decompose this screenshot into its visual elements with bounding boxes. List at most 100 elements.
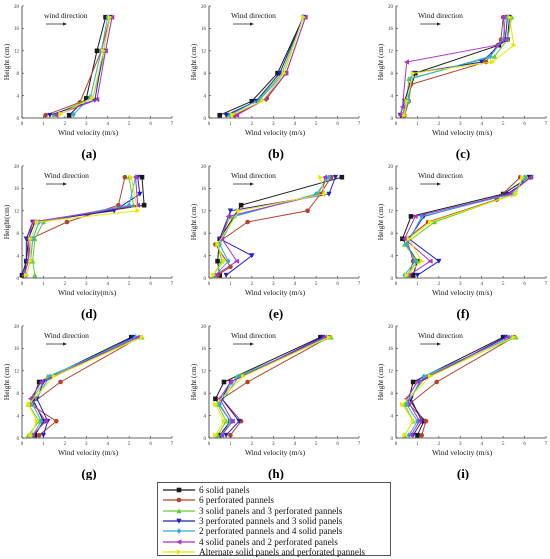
data-point [111, 208, 117, 214]
y-tick-label: 12 [201, 50, 207, 55]
series-line [234, 17, 306, 116]
y-tick-label: 20 [388, 165, 394, 170]
series-line [219, 336, 325, 436]
data-point [414, 379, 420, 385]
data-point [234, 112, 240, 118]
data-point [410, 418, 416, 424]
data-point [229, 418, 235, 424]
data-point [240, 373, 246, 379]
legend-marker [176, 498, 182, 503]
data-point [122, 174, 128, 180]
legend-swatch [163, 508, 195, 514]
data-point [322, 174, 328, 180]
x-tick-label: 1 [416, 442, 419, 447]
legend-label: 3 perforated pannels and 3 solid panels [199, 516, 343, 527]
data-point [520, 174, 526, 180]
data-point [219, 432, 225, 438]
y-tick-label: 16 [201, 347, 207, 352]
data-point [408, 214, 414, 219]
x-tick-label: 1 [42, 282, 45, 287]
series-line [404, 17, 515, 116]
data-point [58, 111, 64, 117]
y-axis-label: Height (cm) [189, 363, 198, 400]
y-tick-label: 8 [391, 392, 394, 397]
data-point [116, 202, 121, 208]
data-point [215, 258, 220, 264]
y-tick-label: 0 [391, 277, 394, 282]
y-tick-label: 4 [391, 414, 394, 419]
data-point [34, 396, 40, 402]
x-tick-label: 2 [64, 122, 67, 127]
data-point [53, 418, 59, 424]
x-axis-label: Wind velocity (m/s) [432, 448, 493, 457]
x-tick-label: 6 [523, 442, 526, 447]
series-line [219, 16, 304, 116]
x-tick-label: 5 [128, 282, 131, 287]
data-point [94, 96, 100, 103]
series-line [408, 176, 532, 276]
y-axis-label: Height (cm) [2, 363, 11, 400]
x-axis-label: Wind velocity (m/s) [58, 128, 119, 137]
series-line [36, 336, 134, 436]
y-tick-label: 8 [391, 72, 394, 77]
data-point [221, 418, 227, 424]
data-point [494, 42, 500, 48]
legend-marker [176, 487, 182, 493]
series-line [25, 177, 137, 276]
data-point [126, 202, 132, 209]
data-point [34, 418, 40, 424]
data-point [423, 418, 429, 424]
x-tick-label: 7 [358, 282, 361, 287]
x-tick-label: 7 [545, 122, 548, 127]
data-point [434, 379, 440, 385]
data-point [135, 202, 141, 208]
data-point [332, 174, 339, 180]
series-line [45, 17, 111, 116]
y-tick-label: 0 [391, 117, 394, 122]
data-point [415, 432, 420, 438]
x-tick-label: 1 [42, 122, 45, 127]
x-tick-label: 1 [416, 282, 419, 287]
x-tick-label: 3 [459, 122, 462, 127]
data-point [427, 373, 433, 379]
x-tick-label: 1 [229, 282, 232, 287]
y-tick-label: 8 [204, 232, 207, 237]
series-line [399, 17, 506, 116]
data-point [28, 432, 34, 438]
y-tick-label: 12 [14, 370, 20, 375]
data-point [245, 379, 250, 385]
x-tick-label: 6 [523, 122, 526, 127]
data-point [414, 272, 421, 278]
y-tick-label: 4 [17, 94, 20, 99]
legend-marker [176, 549, 182, 555]
data-point [399, 104, 405, 110]
y-tick-label: 12 [388, 210, 394, 215]
x-tick-label: 1 [416, 122, 419, 127]
data-point [236, 418, 242, 424]
x-tick-label: 0 [21, 122, 24, 127]
data-point [223, 272, 229, 278]
y-tick-label: 12 [14, 210, 20, 215]
y-tick-label: 20 [14, 325, 20, 330]
data-point [42, 418, 48, 424]
y-tick-label: 4 [17, 254, 20, 259]
y-tick-label: 16 [14, 347, 20, 352]
data-point [130, 202, 137, 208]
y-tick-label: 8 [17, 232, 20, 237]
x-tick-label: 3 [272, 282, 275, 287]
x-tick-label: 4 [293, 282, 296, 287]
y-tick-label: 0 [204, 277, 207, 282]
data-point [27, 396, 33, 402]
series-line [23, 177, 139, 276]
data-point [249, 98, 255, 104]
data-point [217, 112, 223, 118]
x-tick-label: 2 [251, 122, 254, 127]
legend-item: 2 perforated pannels and 4 solid panels [161, 526, 387, 536]
data-point [300, 14, 306, 20]
data-point [305, 208, 310, 214]
x-tick-label: 5 [128, 442, 131, 447]
y-tick-label: 12 [201, 370, 207, 375]
panel-label: (e) [269, 306, 283, 321]
